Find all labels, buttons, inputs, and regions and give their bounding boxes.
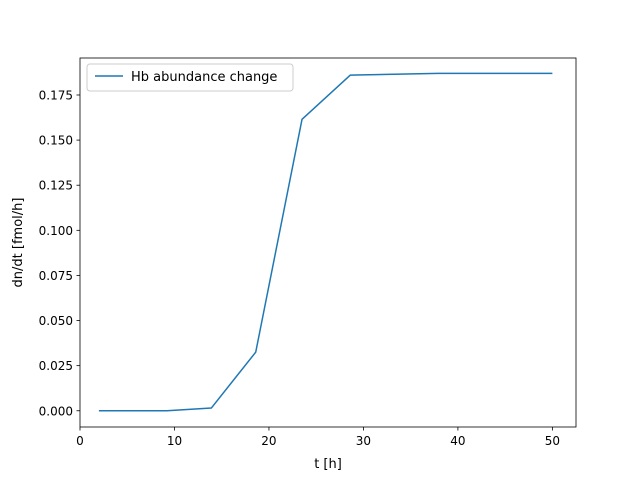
legend: Hb abundance change xyxy=(86,63,294,92)
x-axis-ticks: 0 10 20 30 40 50 xyxy=(76,427,560,448)
y-axis-ticks: 0.000 0.025 0.050 0.075 0.100 0.125 0.150 0.175 xyxy=(39,88,80,418)
axes-frame xyxy=(79,57,577,428)
y-tick-label: 0.150 xyxy=(39,134,73,148)
series-line-hb-abundance-change xyxy=(98,72,553,412)
x-tick-label: 40 xyxy=(450,434,465,448)
y-tick-label: 0.175 xyxy=(39,88,73,102)
y-tick-label: 0.050 xyxy=(39,314,73,328)
y-tick-label: 0.025 xyxy=(39,359,73,373)
y-tick-label: 0.100 xyxy=(39,224,73,238)
x-tick-label: 0 xyxy=(76,434,84,448)
y-tick-label: 0.075 xyxy=(39,269,73,283)
legend-label-hb-abundance-change: Hb abundance change xyxy=(131,70,277,85)
y-tick-label: 0.000 xyxy=(39,404,73,418)
y-axis-label: dn/dt [fmol/h] xyxy=(11,198,26,288)
y-tick-label: 0.125 xyxy=(39,179,73,193)
x-tick-label: 30 xyxy=(356,434,371,448)
x-tick-label: 10 xyxy=(167,434,182,448)
x-axis-label: t [h] xyxy=(314,457,342,472)
x-tick-label: 50 xyxy=(545,434,560,448)
x-tick-label: 20 xyxy=(261,434,276,448)
legend-box xyxy=(86,63,294,92)
plot-lines xyxy=(98,72,553,412)
